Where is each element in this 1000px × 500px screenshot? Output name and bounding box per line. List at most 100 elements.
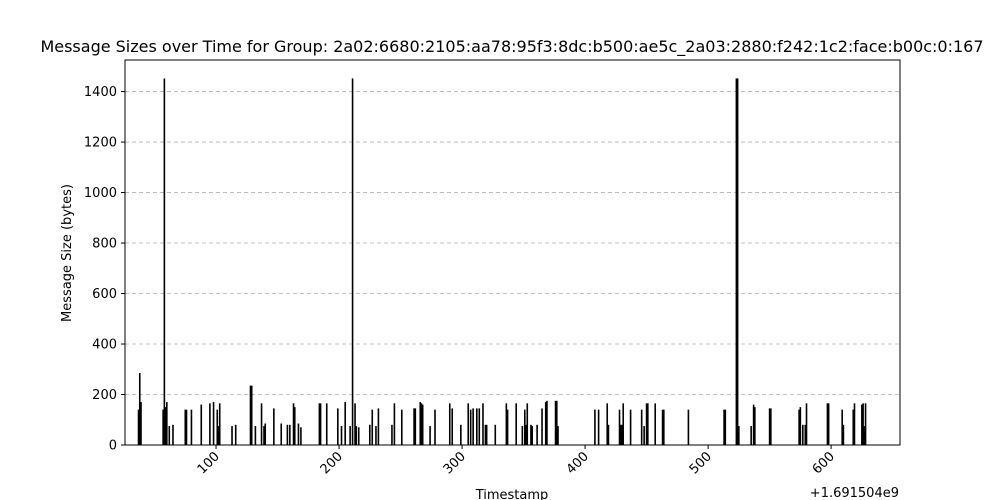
bar — [164, 407, 167, 445]
bar — [723, 409, 725, 445]
y-tick-label: 1200 — [84, 136, 117, 151]
bar — [434, 409, 436, 445]
bar — [413, 408, 415, 445]
bar — [400, 409, 403, 445]
bar — [264, 423, 267, 445]
bar — [484, 424, 487, 445]
bar — [861, 404, 863, 445]
bar — [190, 409, 193, 445]
bar — [420, 403, 423, 445]
bar — [172, 424, 174, 445]
bar — [200, 404, 203, 445]
bar — [485, 424, 488, 445]
bar — [524, 409, 526, 445]
y-tick-label: 200 — [92, 388, 117, 403]
y-tick-label: 800 — [92, 237, 117, 252]
bar — [162, 409, 164, 445]
plot-frame — [124, 59, 901, 446]
bar — [325, 403, 328, 445]
bar — [482, 403, 484, 445]
bar — [273, 408, 275, 445]
bar — [805, 403, 808, 445]
bar — [541, 408, 543, 445]
bar — [645, 403, 648, 445]
bar — [234, 424, 237, 445]
bar — [260, 403, 263, 445]
bar — [318, 403, 321, 445]
bar — [526, 403, 529, 445]
bar — [351, 78, 354, 445]
bar — [802, 424, 804, 445]
bar — [421, 404, 424, 445]
bar — [768, 408, 771, 445]
bar — [375, 426, 377, 445]
bar — [607, 424, 610, 445]
bar — [841, 409, 843, 445]
bar — [619, 424, 622, 445]
bar — [166, 402, 168, 445]
bar — [138, 373, 141, 445]
bar — [344, 402, 346, 445]
bar — [735, 78, 738, 445]
chart-title: Message Sizes over Time for Group: 2a02:… — [40, 37, 983, 57]
bar — [544, 402, 547, 445]
bar — [864, 403, 867, 445]
bar — [618, 409, 621, 445]
bar — [622, 403, 625, 445]
bar — [640, 409, 643, 445]
bar — [349, 426, 351, 445]
bar — [212, 402, 215, 445]
bar-series — [137, 78, 867, 445]
y-tick-label: 1400 — [84, 85, 117, 100]
bar — [799, 407, 802, 445]
bar — [263, 426, 265, 445]
bar — [476, 408, 478, 445]
bar — [254, 426, 257, 445]
bar — [393, 403, 396, 445]
bar — [594, 409, 596, 445]
bar — [621, 424, 623, 445]
bar — [478, 408, 481, 445]
bar — [184, 409, 187, 445]
bar — [217, 426, 220, 445]
bar — [752, 404, 755, 445]
bar — [826, 403, 829, 445]
bar — [663, 409, 665, 445]
bar — [827, 403, 830, 445]
bar — [337, 408, 339, 445]
bar — [536, 424, 538, 445]
bar — [852, 409, 855, 445]
bar — [597, 409, 600, 445]
bar — [355, 426, 358, 445]
bar — [216, 409, 219, 445]
bar — [297, 423, 300, 445]
bar — [163, 78, 166, 445]
bar — [292, 403, 295, 445]
bar — [448, 403, 451, 445]
bar — [249, 385, 252, 445]
bar — [842, 424, 845, 445]
bar — [606, 403, 609, 445]
bar — [863, 426, 866, 445]
bar — [185, 409, 188, 445]
bar — [531, 426, 533, 445]
y-axis-label: Message Size (bytes) — [60, 184, 75, 322]
bar — [738, 426, 740, 445]
y-tick-label: 0 — [109, 439, 117, 454]
bar — [209, 403, 211, 445]
bar — [289, 424, 291, 445]
bar — [414, 408, 417, 445]
bar — [647, 403, 649, 445]
bar — [280, 423, 283, 445]
bar — [451, 408, 454, 445]
bar — [750, 426, 752, 445]
bar — [804, 424, 807, 445]
bar — [218, 403, 221, 445]
bar — [557, 426, 559, 445]
bar — [862, 403, 864, 445]
bar — [300, 427, 302, 445]
y-tick-label: 400 — [92, 338, 117, 353]
bar — [515, 403, 517, 445]
bar — [419, 402, 422, 445]
bar — [754, 407, 756, 445]
